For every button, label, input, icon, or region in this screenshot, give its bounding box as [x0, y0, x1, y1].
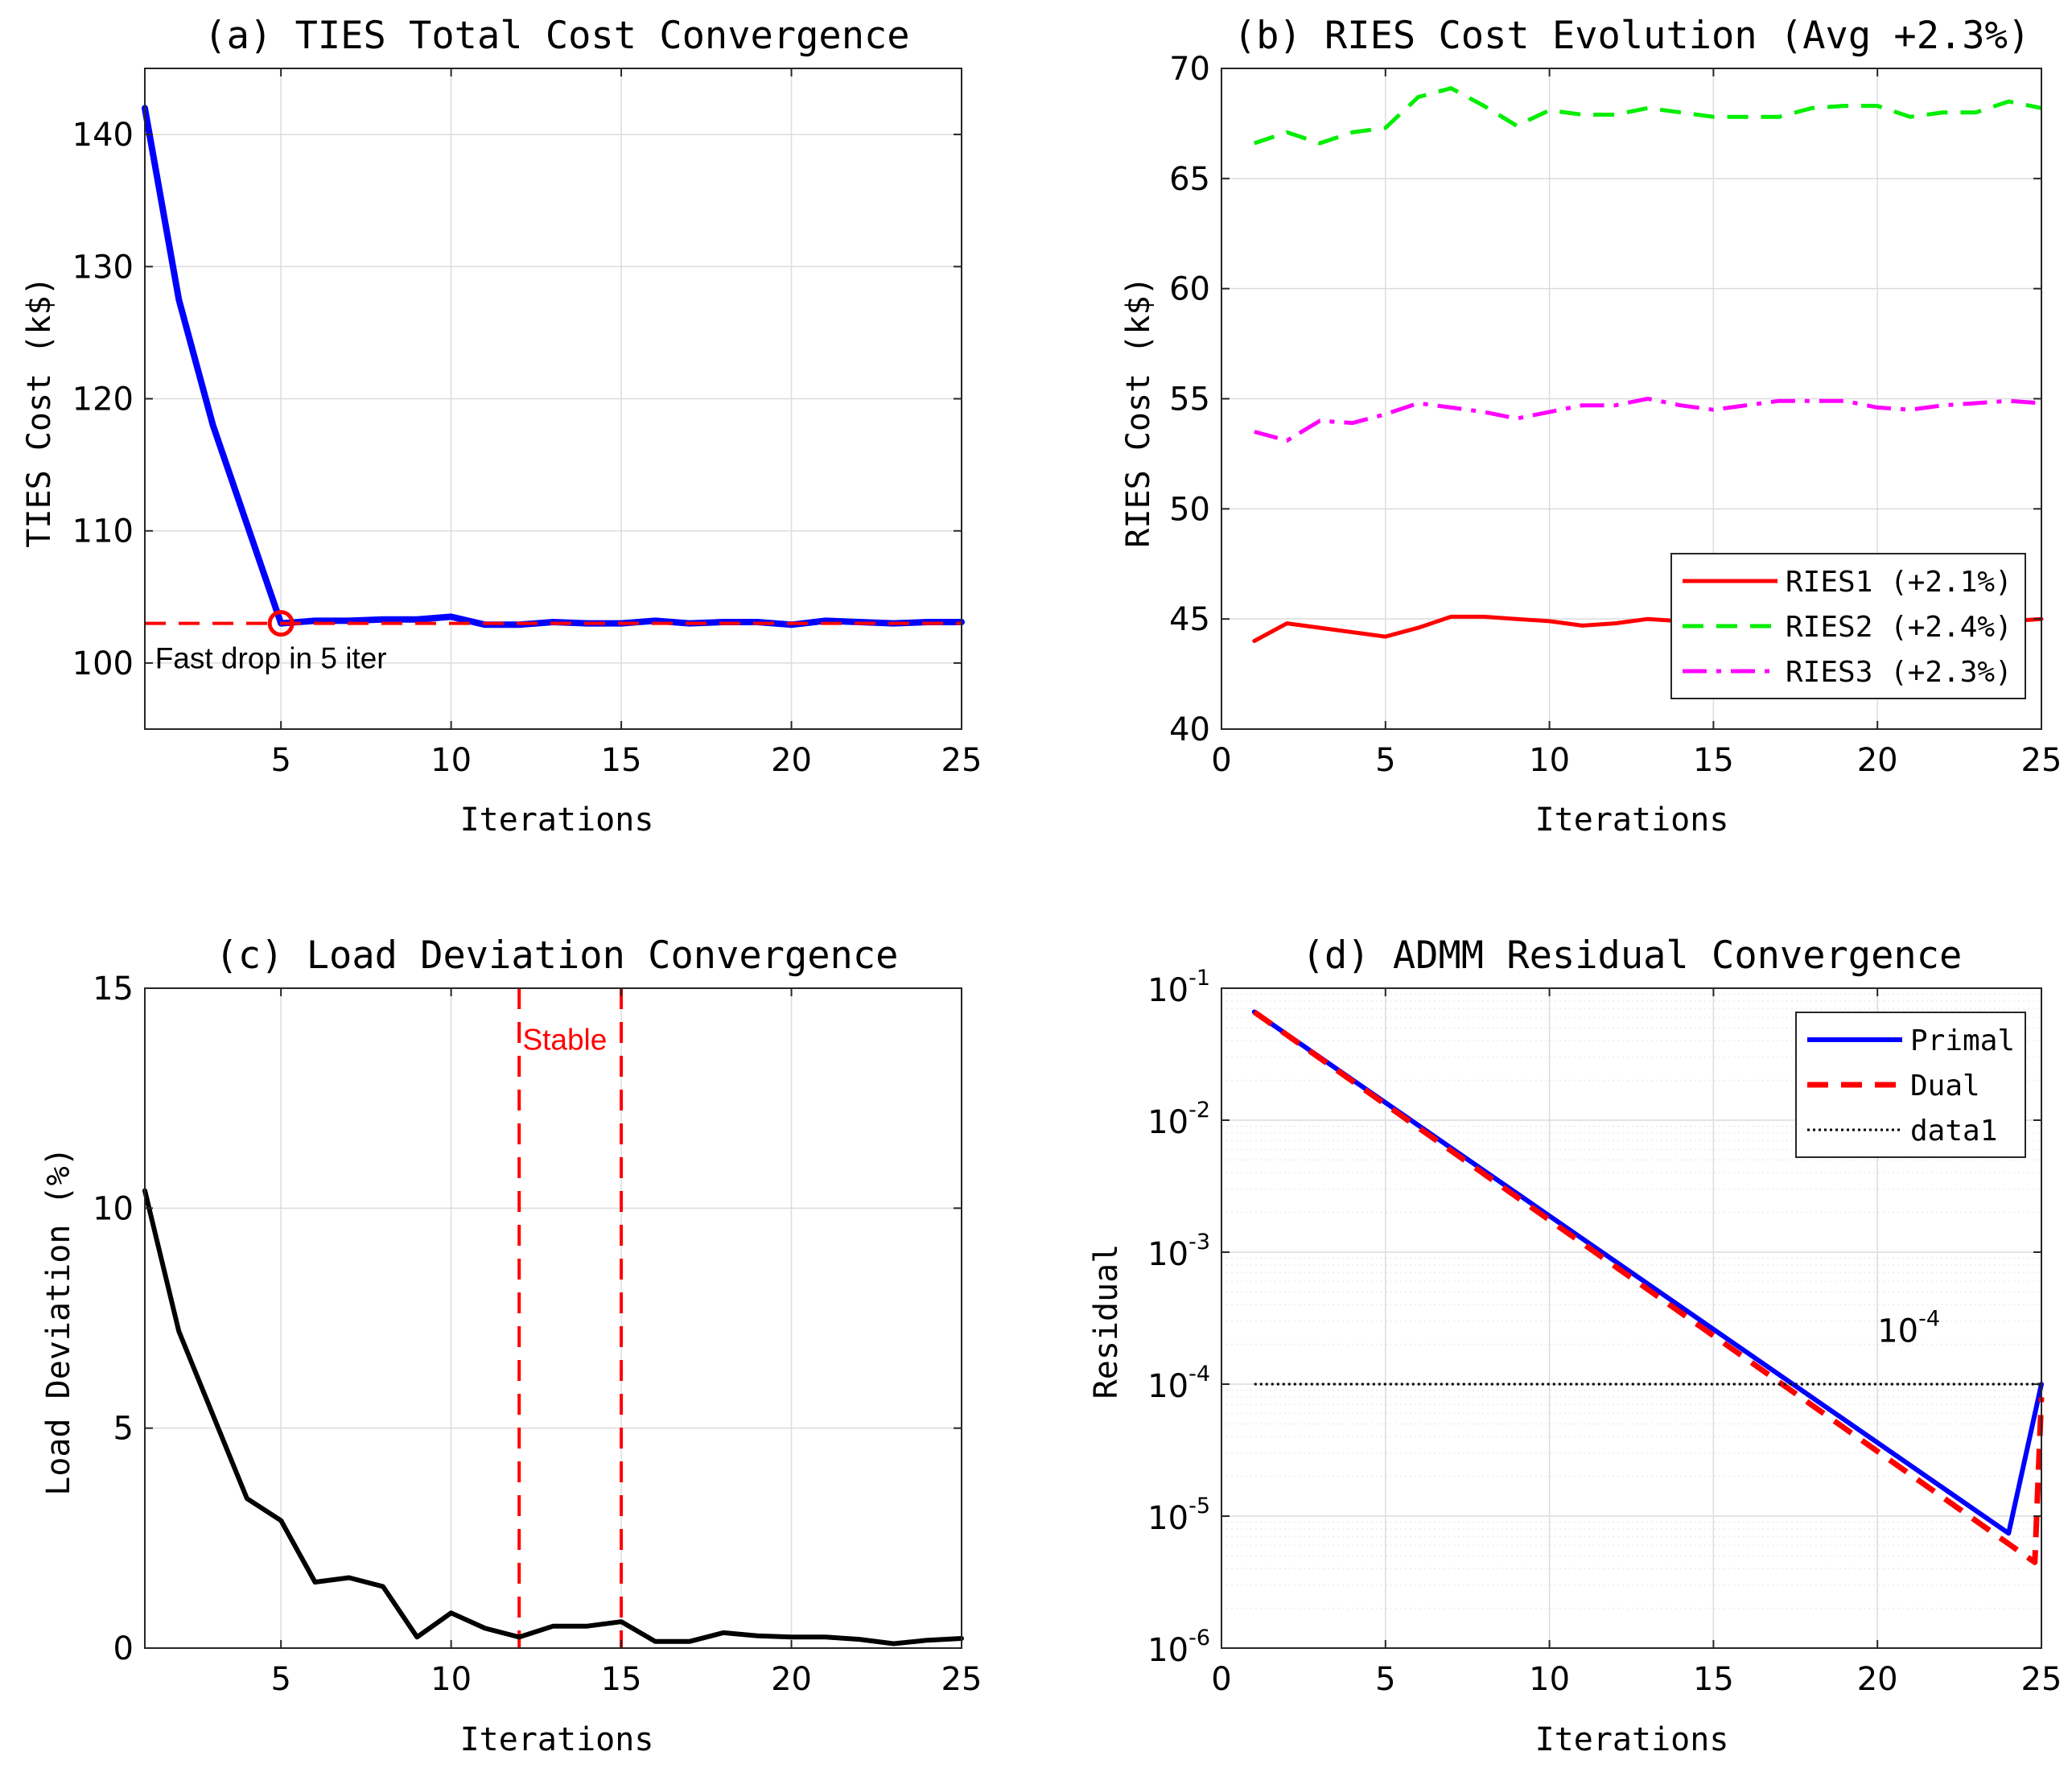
title-d: (d) ADMM Residual Convergence [1302, 933, 1963, 978]
xlabel-c: Iterations [460, 1721, 654, 1758]
legend-label: Primal [1910, 1024, 2015, 1057]
x-tick-label: 25 [941, 742, 982, 779]
title-a: (a) TIES Total Cost Convergence [204, 14, 909, 58]
y-tick-label: 10 [93, 1190, 134, 1227]
annotation-c-1: Stable [522, 1024, 607, 1057]
title-b: (b) RIES Cost Evolution (Avg +2.3%) [1234, 14, 2030, 58]
y-tick-label: 10-2 [1147, 1098, 1210, 1141]
highlight-marker [267, 610, 295, 637]
xlabel-d: Iterations [1535, 1721, 1729, 1758]
xlabel-a: Iterations [460, 802, 654, 839]
y-tick-label: 50 [1169, 491, 1210, 528]
y-tick-label: 110 [72, 513, 134, 550]
y-tick-label: 100 [72, 645, 134, 682]
x-tick-label: 25 [2021, 1661, 2062, 1698]
x-tick-label: 20 [1857, 742, 1898, 779]
y-tick-label: 140 [72, 117, 134, 154]
legend-d: Primal Dual data1 [1795, 1012, 2026, 1158]
x-tick-label: 15 [601, 1661, 642, 1698]
plot-area-c [145, 988, 962, 1648]
x-tick-label: 20 [1857, 1661, 1898, 1698]
y-tick-label: 65 [1169, 161, 1210, 198]
panel-a: 5 10 15 20 25 100 110 120 130 140 Fast drop in 5 i… [72, 68, 982, 779]
annotation-a-1: Fast drop in 5 iter [155, 641, 387, 674]
y-tick-label: 45 [1169, 601, 1210, 638]
x-tick-label: 5 [270, 1661, 290, 1698]
axes-frame-d [1221, 987, 2042, 1649]
y-tick-label: 130 [72, 249, 134, 286]
y-tick-label: 15 [93, 971, 134, 1008]
x-tick-label: 15 [1693, 742, 1734, 779]
x-tick-label: 10 [430, 1661, 472, 1698]
axes-frame-c [144, 987, 962, 1649]
title-c: (c) Load Deviation Convergence [216, 933, 899, 978]
y-tick-label: 0 [113, 1630, 134, 1667]
y-tick-label: 60 [1169, 271, 1210, 308]
ylabel-d: Residual [1088, 1244, 1125, 1399]
x-tick-label: 5 [1375, 1661, 1395, 1698]
x-tick-label: 5 [270, 742, 290, 779]
legend-label: RIES2 (+2.4%) [1786, 611, 2012, 644]
x-tick-label: 25 [941, 1661, 982, 1698]
x-tick-label: 10 [430, 742, 472, 779]
x-tick-label: 20 [771, 742, 812, 779]
legend-label: Dual [1910, 1069, 1980, 1102]
x-tick-label: 25 [2021, 742, 2062, 779]
legend-box [1795, 1012, 2026, 1158]
panel-c: 5 10 15 20 25 0 5 10 15 Stable [93, 971, 982, 1698]
y-tick-label: 10-3 [1147, 1230, 1210, 1273]
annotation-threshold: 10-4 [1877, 1307, 1940, 1350]
x-tick-label: 5 [1375, 742, 1395, 779]
legend-label: data1 [1910, 1115, 1997, 1148]
x-tick-label: 0 [1211, 742, 1231, 779]
ylabel-a: TIES Cost (k$) [21, 276, 58, 547]
legend-label: RIES1 (+2.1%) [1786, 566, 2012, 599]
x-tick-label: 10 [1529, 742, 1570, 779]
y-tick-label: 5 [113, 1411, 134, 1448]
y-tick-label: 120 [72, 381, 134, 418]
x-tick-label: 15 [1693, 1661, 1734, 1698]
y-tick-label: 10-4 [1147, 1362, 1210, 1405]
y-tick-label: 10-5 [1147, 1494, 1210, 1537]
ylabel-c: Load Deviation (%) [40, 1147, 77, 1495]
x-tick-label: 15 [601, 742, 642, 779]
legend-b: RIES1 (+2.1%) RIES2 (+2.4%) RIES3 (+2.3%) [1670, 553, 2026, 699]
legend-box [1670, 553, 2026, 699]
ylabel-b: RIES Cost (k$) [1120, 276, 1157, 547]
legend-label: RIES3 (+2.3%) [1786, 656, 2012, 689]
y-tick-label: 55 [1169, 381, 1210, 418]
x-tick-label: 20 [771, 1661, 812, 1698]
x-tick-label: 0 [1211, 1661, 1231, 1698]
y-tick-label: 40 [1169, 711, 1210, 748]
panel-d: 0 5 10 15 20 25 10-6 10-5 10-4 10-3 10-2 10-1 10-4 Pr… [1147, 966, 2062, 1698]
y-tick-label: 10-6 [1147, 1626, 1210, 1669]
y-tick-label: 10-1 [1147, 966, 1210, 1009]
y-tick-label: 70 [1169, 51, 1210, 88]
xlabel-b: Iterations [1535, 802, 1729, 839]
x-tick-label: 10 [1529, 1661, 1570, 1698]
